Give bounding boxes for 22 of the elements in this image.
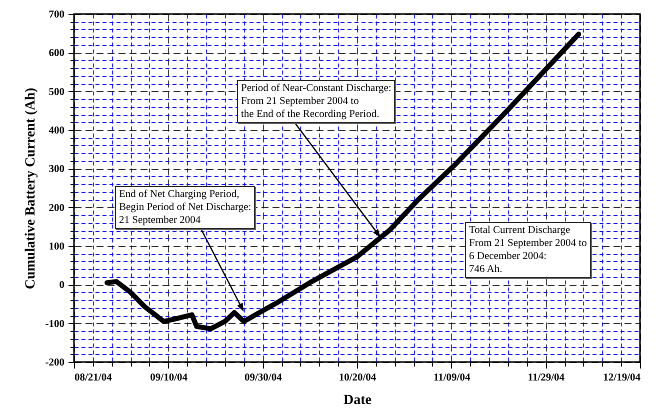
x-tick-label: 08/21/04 [74, 372, 113, 384]
x-tick-label: 10/20/04 [338, 372, 377, 384]
y-tick-label: 400 [48, 126, 64, 136]
x-tick-label: 12/19/04 [603, 372, 642, 384]
annotation: End of Net Charging Period, Begin Period of Net Discharge: 21 September 2004 [115, 186, 256, 229]
y-tick-label: 300 [48, 164, 64, 176]
y-axis-title: Cumulative Battery Current (Ah) [23, 87, 38, 290]
y-tick-label: 600 [48, 48, 64, 60]
y-tick-label: -100 [45, 318, 64, 330]
x-tick-label: 11/29/04 [528, 372, 566, 384]
y-tick-label: -200 [45, 358, 64, 368]
y-tick-label: 0 [59, 280, 64, 292]
annotation: Period of Near-Constant Discharge: From 21 September 2004 to the End of the Recording Period. [237, 80, 396, 123]
x-tick-label: 09/30/04 [244, 372, 283, 384]
x-tick-label: 09/10/04 [150, 372, 188, 384]
y-tick-label: 200 [48, 202, 64, 214]
x-tick-label: 11/09/04 [433, 372, 471, 384]
annotation: Total Current Discharge From 21 September 2004 to 6 December 2004: 746 Ah. [465, 222, 591, 278]
y-tick-label: 700 [48, 10, 64, 20]
x-axis-title: Date [344, 393, 372, 408]
y-tick-label: 500 [48, 86, 64, 98]
y-tick-label: 100 [48, 242, 64, 252]
